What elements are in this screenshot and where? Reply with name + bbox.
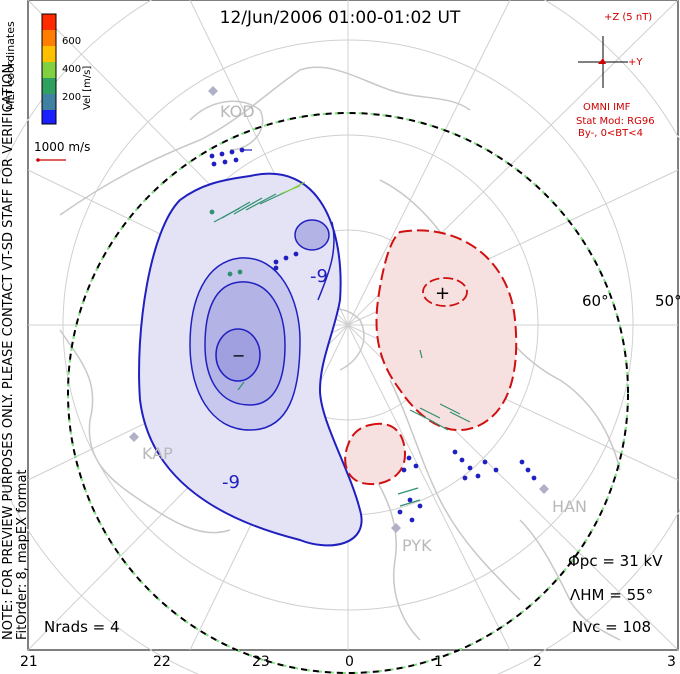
station-label: KOD xyxy=(220,102,255,121)
mlt-label: 3 xyxy=(667,654,676,670)
colorbar-swatch xyxy=(42,110,56,124)
scale-vector-label: 1000 m/s xyxy=(34,140,91,154)
preview-note: NOTE: FOR PREVIEW PURPOSES ONLY. PLEASE … xyxy=(1,59,30,640)
imf-stat-mod: Stat Mod: RG96 xyxy=(576,116,655,127)
colorbar-tick: 200 xyxy=(62,92,82,103)
map-title: 12/Jun/2006 01:00-01:02 UT xyxy=(219,8,461,28)
stat-lambda-hm: ΛHM = 55° xyxy=(570,586,654,604)
contour-label: -9 xyxy=(222,472,240,493)
preview-note-line1: NOTE: FOR PREVIEW PURPOSES ONLY. PLEASE … xyxy=(1,59,16,640)
colorbar xyxy=(41,13,57,125)
latitude-label: 60° xyxy=(582,292,609,310)
mlt-label: 22 xyxy=(153,654,171,670)
imf-dial xyxy=(578,36,628,88)
negative-cell xyxy=(138,172,363,547)
hm-boundary-green xyxy=(67,112,629,674)
colorbar-swatch xyxy=(42,94,56,110)
mlt-label: 21 xyxy=(20,654,38,670)
stat-n-rads: Nrads = 4 xyxy=(44,618,120,636)
colorbar-swatch xyxy=(42,62,56,78)
positive-cell xyxy=(344,229,518,486)
mlt-label: 23 xyxy=(252,654,270,670)
stat-n-vc: Nvc = 108 xyxy=(572,618,652,636)
colorbar-swatch xyxy=(42,78,56,94)
mlt-label: 1 xyxy=(434,654,443,670)
stat-phi-pc: Φpc = 31 kV xyxy=(568,552,663,570)
station-label: KAP xyxy=(142,444,173,463)
latitude-label: 50° xyxy=(655,292,680,310)
colorbar-swatch xyxy=(42,30,56,46)
colorbar-tick: 600 xyxy=(62,36,82,47)
velocity-vectors xyxy=(209,147,537,523)
mlt-label: 2 xyxy=(533,654,542,670)
colorbar-unit-label: Vel [m/s] xyxy=(82,65,93,110)
mlt-label: 0 xyxy=(345,654,354,670)
colorbar-swatch xyxy=(42,14,56,30)
imf-z-label: +Z (5 nT) xyxy=(604,12,653,23)
station-label: HAN xyxy=(552,497,587,516)
imf-y-label: +Y xyxy=(628,57,643,68)
scale-vector-origin xyxy=(36,158,40,162)
fit-order-line: FitOrder: 8, mapEX format xyxy=(15,469,30,640)
contour-label: -9 xyxy=(310,266,328,287)
max-marker: + xyxy=(435,283,450,304)
station-label: PYK xyxy=(402,536,432,555)
colorbar-swatch xyxy=(42,46,56,62)
imf-condition: By-, 0<BT<4 xyxy=(578,128,644,139)
colorbar-tick: 400 xyxy=(62,64,82,75)
min-marker: − xyxy=(232,346,245,365)
imf-source: OMNI IMF xyxy=(583,102,631,113)
station-markers xyxy=(129,86,549,533)
